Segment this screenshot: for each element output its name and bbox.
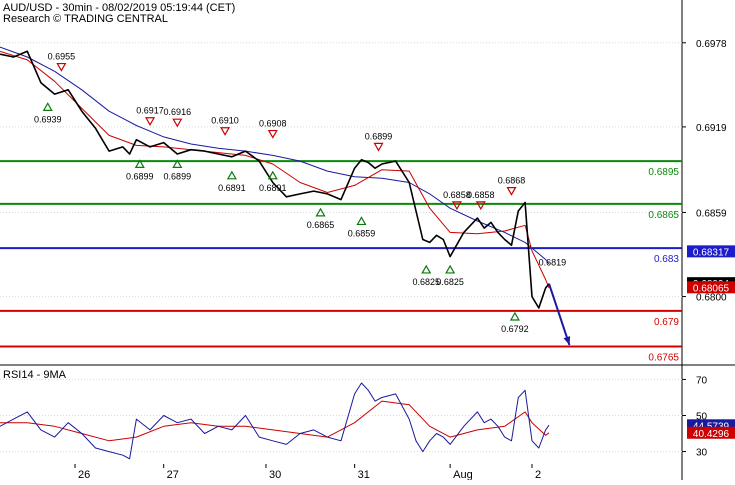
price-tick-label: 0.6800	[696, 293, 727, 304]
swing-high-label: 0.6908	[259, 119, 287, 129]
swing-high-marker	[451, 201, 462, 211]
price-tick-label: 0.6919	[696, 123, 727, 134]
date-tick-label: 31	[358, 469, 370, 480]
swing-low-label: 0.6825	[412, 277, 440, 287]
swing-low-marker	[315, 207, 326, 217]
date-tick-label: 30	[269, 469, 281, 480]
swing-high-marker	[56, 62, 67, 72]
swing-low-label: 0.6891	[218, 183, 246, 193]
level-label: 0.6895	[648, 167, 679, 178]
swing-low-label: 0.6899	[164, 171, 192, 181]
date-tick-label: 26	[78, 469, 90, 480]
swing-high-label: 0.6858	[443, 190, 471, 200]
swing-low-marker	[267, 170, 278, 180]
swing-low-marker	[445, 264, 456, 274]
level-label: 0.679	[654, 317, 679, 328]
level-label: 0.6865	[648, 210, 679, 221]
swing-low-marker	[356, 216, 367, 226]
slow-ma-line	[0, 46, 550, 265]
price-tag-box	[687, 281, 735, 294]
swing-high-label: 0.6899	[365, 131, 393, 141]
swing-high-marker	[475, 201, 486, 211]
swing-low-label: 0.6939	[34, 114, 62, 124]
swing-high-marker	[145, 117, 156, 126]
rsi-tag-label: 40.4296	[693, 429, 730, 440]
swing-high-marker	[373, 142, 384, 152]
price-panel: 0.6978 0.6919 0.6859 0.6800 0.6895 0.6865 0.68…	[0, 39, 735, 363]
swing-low-marker	[421, 264, 432, 274]
swing-low-marker	[226, 170, 237, 180]
swing-high-label: 0.6917	[136, 106, 164, 116]
swing-high-label: 0.6910	[211, 116, 239, 126]
swing-low-label: 0.6899	[126, 171, 154, 181]
rsi-title: RSI14 - 9MA	[3, 369, 67, 381]
level-label: 0.683	[654, 254, 679, 265]
swing-low-label: 0.6859	[348, 228, 376, 238]
swing-high-marker	[506, 187, 517, 196]
forecast-arrow-line	[548, 283, 571, 346]
swing-low-label: 0.6891	[259, 183, 287, 193]
swing-low-marker	[134, 159, 145, 169]
swing-high-label: 0.6916	[164, 107, 192, 117]
rsi-tick-label: 50	[696, 412, 708, 423]
rsi-tag-box	[687, 426, 735, 439]
swing-low-label: 0.6825	[436, 277, 464, 287]
price-tag-label: 0.68065	[693, 283, 730, 294]
rsi-tick-label: 70	[696, 375, 708, 386]
forecast-arrow-head	[563, 336, 571, 346]
swing-high-label: 0.6858	[467, 190, 495, 200]
price-tag-label: 0.68317	[693, 247, 730, 258]
swing-high-marker	[267, 129, 278, 139]
swing-low-marker	[509, 311, 520, 321]
chart-subtitle: Research © TRADING CENTRAL	[3, 13, 168, 25]
swing-low-marker	[42, 102, 53, 111]
swing-low-label: 0.6792	[501, 324, 529, 334]
chart-title: AUD/USD - 30min - 08/02/2019 05:19:44 (C…	[3, 2, 235, 14]
swing-high-marker	[220, 127, 231, 136]
price-tick-label: 0.6859	[696, 208, 727, 219]
date-tick-label: 2	[535, 469, 541, 480]
swing-low-marker	[172, 159, 183, 169]
rsi-line	[0, 382, 550, 460]
price-annotation-label: 0.6819	[539, 257, 567, 267]
price-tag-box	[687, 245, 735, 258]
swing-high-marker	[172, 118, 183, 128]
rsi-ma-line	[0, 400, 550, 442]
date-tick-label: 27	[167, 469, 179, 480]
swing-high-label: 0.6955	[48, 52, 76, 62]
level-label: 0.6765	[648, 352, 679, 363]
price-line	[0, 50, 550, 309]
date-tick-label: Aug	[453, 469, 473, 480]
price-tick-label: 0.6978	[696, 39, 727, 50]
swing-high-label: 0.6868	[498, 176, 526, 186]
swing-low-label: 0.6865	[307, 220, 335, 230]
fast-ma-line	[0, 50, 550, 289]
rsi-tick-label: 30	[696, 448, 708, 459]
